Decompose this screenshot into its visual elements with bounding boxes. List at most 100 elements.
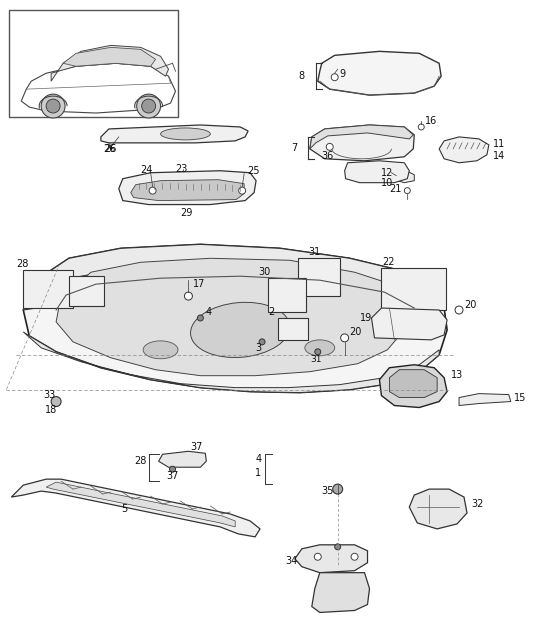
Circle shape (259, 339, 265, 345)
Text: 13: 13 (451, 370, 463, 380)
Ellipse shape (191, 302, 290, 357)
Ellipse shape (161, 128, 210, 140)
Polygon shape (23, 244, 414, 310)
Polygon shape (409, 489, 467, 529)
Text: 28: 28 (135, 457, 147, 466)
Circle shape (314, 553, 321, 560)
Circle shape (46, 99, 60, 113)
Text: 31: 31 (310, 355, 322, 364)
Text: 5: 5 (121, 504, 127, 514)
Text: 35: 35 (322, 486, 334, 496)
Text: 23: 23 (175, 164, 188, 174)
Text: 16: 16 (425, 116, 438, 126)
Text: 12: 12 (382, 168, 394, 178)
Circle shape (341, 334, 349, 342)
Text: 10: 10 (382, 178, 393, 188)
Text: 15: 15 (514, 392, 526, 403)
Polygon shape (372, 308, 447, 340)
Text: 22: 22 (383, 257, 395, 268)
Text: 20: 20 (349, 327, 362, 337)
Bar (268, 278, 306, 312)
Text: 11: 11 (493, 139, 505, 149)
Bar (23, 270, 73, 308)
Text: 25: 25 (247, 166, 259, 176)
Polygon shape (63, 47, 156, 67)
Polygon shape (397, 171, 414, 183)
Circle shape (315, 349, 321, 355)
Polygon shape (310, 125, 414, 161)
Text: 4: 4 (255, 454, 261, 464)
Bar (9, 9, 178, 117)
Text: 18: 18 (45, 404, 57, 414)
Polygon shape (344, 161, 409, 183)
Polygon shape (310, 125, 413, 149)
Text: 9: 9 (340, 69, 346, 79)
Text: 7: 7 (292, 143, 298, 153)
Bar (298, 258, 340, 296)
Text: 26: 26 (103, 144, 115, 154)
Text: 32: 32 (471, 499, 483, 509)
Text: 3: 3 (255, 343, 261, 353)
Ellipse shape (143, 341, 178, 359)
Polygon shape (439, 137, 489, 163)
Polygon shape (119, 171, 256, 205)
Circle shape (326, 143, 333, 150)
Text: 29: 29 (180, 207, 193, 217)
Polygon shape (23, 244, 447, 392)
Polygon shape (51, 45, 168, 81)
Circle shape (418, 124, 424, 130)
Circle shape (51, 396, 61, 406)
Circle shape (332, 484, 343, 494)
Text: 2: 2 (268, 307, 274, 317)
Circle shape (149, 187, 156, 194)
Text: 21: 21 (389, 183, 402, 193)
Text: 14: 14 (493, 151, 505, 161)
Circle shape (331, 73, 338, 80)
Circle shape (404, 188, 410, 193)
Circle shape (239, 187, 246, 194)
Text: 37: 37 (190, 442, 203, 452)
Circle shape (351, 553, 358, 560)
Circle shape (137, 94, 161, 118)
Text: 19: 19 (360, 313, 372, 323)
Circle shape (197, 315, 203, 321)
Bar (278, 318, 308, 340)
Circle shape (455, 306, 463, 314)
Polygon shape (389, 370, 437, 398)
Bar (69, 276, 104, 306)
Ellipse shape (305, 340, 335, 356)
Polygon shape (56, 258, 409, 376)
Text: 8: 8 (299, 71, 305, 81)
Polygon shape (46, 482, 235, 527)
Polygon shape (312, 573, 370, 612)
Text: 28: 28 (16, 259, 29, 269)
Text: 36: 36 (322, 151, 334, 161)
Polygon shape (11, 479, 260, 537)
Polygon shape (101, 125, 248, 143)
Circle shape (41, 94, 65, 118)
Text: 17: 17 (193, 279, 206, 289)
Text: 1: 1 (255, 468, 261, 478)
Polygon shape (131, 180, 244, 200)
Polygon shape (295, 545, 367, 573)
Polygon shape (459, 394, 511, 406)
Text: 37: 37 (167, 471, 179, 481)
Text: 26: 26 (104, 144, 116, 154)
Text: 20: 20 (464, 300, 476, 310)
Circle shape (169, 466, 175, 472)
Circle shape (335, 544, 341, 550)
Text: 30: 30 (258, 268, 270, 277)
Text: 24: 24 (141, 165, 153, 175)
Bar (382, 268, 446, 310)
Polygon shape (159, 452, 207, 467)
Polygon shape (23, 332, 439, 392)
Text: 34: 34 (285, 556, 297, 566)
Polygon shape (318, 51, 441, 95)
Circle shape (184, 292, 192, 300)
Circle shape (142, 99, 156, 113)
Polygon shape (379, 365, 447, 408)
Text: 4: 4 (205, 307, 211, 317)
Polygon shape (21, 63, 175, 113)
Text: 33: 33 (43, 389, 56, 399)
Text: 31: 31 (308, 247, 320, 257)
